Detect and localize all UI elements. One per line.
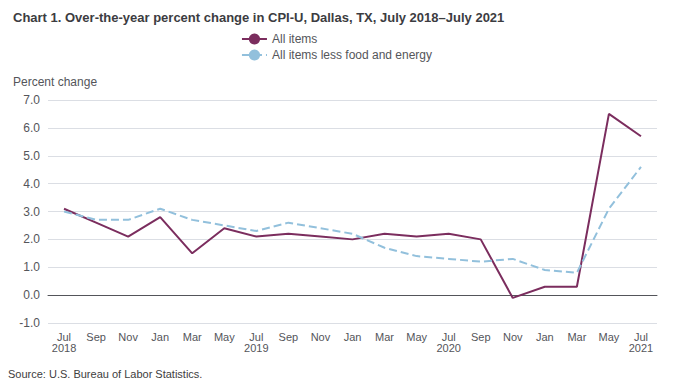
- svg-text:1.0: 1.0: [23, 260, 40, 274]
- svg-text:Nov: Nov: [311, 331, 331, 343]
- svg-text:Jan: Jan: [536, 331, 554, 343]
- svg-text:6.0: 6.0: [23, 121, 40, 135]
- svg-text:2020: 2020: [436, 342, 460, 354]
- svg-text:3.0: 3.0: [23, 205, 40, 219]
- svg-text:Nov: Nov: [503, 331, 523, 343]
- svg-text:Chart 1. Over-the-year percent: Chart 1. Over-the-year percent change in…: [13, 10, 504, 25]
- svg-text:Nov: Nov: [118, 331, 138, 343]
- svg-text:4.0: 4.0: [23, 177, 40, 191]
- svg-text:2.0: 2.0: [23, 232, 40, 246]
- svg-text:Jan: Jan: [151, 331, 169, 343]
- svg-text:Jul: Jul: [249, 330, 264, 343]
- svg-text:Sep: Sep: [86, 331, 106, 343]
- svg-text:Mar: Mar: [183, 331, 202, 343]
- svg-text:All items less food and energy: All items less food and energy: [272, 48, 432, 62]
- svg-text:Mar: Mar: [375, 331, 394, 343]
- svg-text:2018: 2018: [52, 342, 76, 354]
- svg-text:Jul: Jul: [57, 330, 72, 343]
- svg-text:May: May: [214, 331, 235, 343]
- svg-text:All items: All items: [272, 32, 317, 46]
- svg-text:Percent change: Percent change: [13, 75, 97, 89]
- svg-text:May: May: [599, 331, 620, 343]
- svg-text:Jan: Jan: [344, 331, 362, 343]
- svg-text:May: May: [406, 331, 427, 343]
- svg-text:Mar: Mar: [567, 331, 586, 343]
- svg-text:2021: 2021: [629, 342, 653, 354]
- svg-text:Jul: Jul: [633, 330, 648, 343]
- svg-text:-1.0: -1.0: [19, 316, 40, 330]
- svg-text:7.0: 7.0: [23, 93, 40, 107]
- svg-text:2019: 2019: [244, 342, 268, 354]
- svg-text:5.0: 5.0: [23, 149, 40, 163]
- svg-text:0.0: 0.0: [23, 288, 40, 302]
- svg-text:Sep: Sep: [471, 331, 491, 343]
- svg-text:Jul: Jul: [441, 330, 456, 343]
- svg-text:Source: U.S. Bureau of Labor S: Source: U.S. Bureau of Labor Statistics.: [8, 368, 202, 380]
- svg-text:Sep: Sep: [279, 331, 299, 343]
